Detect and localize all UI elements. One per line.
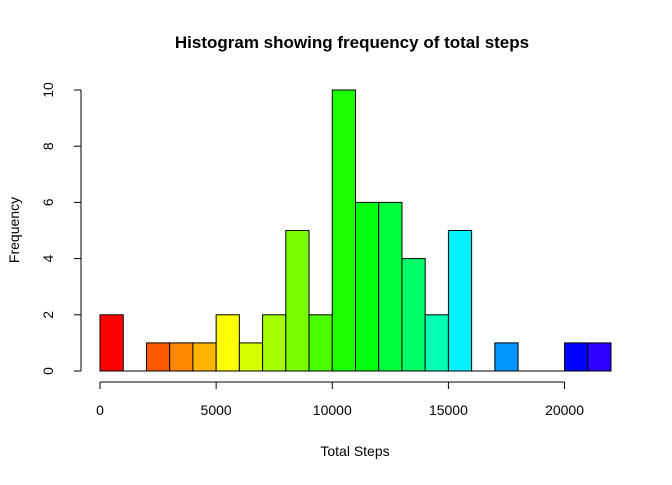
y-tick-label: 4	[40, 254, 56, 262]
x-tick-label: 0	[96, 402, 104, 418]
x-tick-label: 10000	[313, 402, 352, 418]
y-tick-label: 0	[40, 367, 56, 375]
x-tick-label: 15000	[429, 402, 468, 418]
histogram-bar	[356, 202, 379, 371]
histogram-bar	[425, 315, 448, 371]
histogram-bar	[588, 343, 611, 371]
histogram-bar	[100, 315, 123, 371]
histogram-bar	[565, 343, 588, 371]
histogram-bar	[402, 259, 425, 371]
histogram-bar	[448, 231, 471, 372]
x-tick-label: 5000	[201, 402, 232, 418]
x-axis-label: Total Steps	[320, 443, 389, 459]
histogram-bar	[309, 315, 332, 371]
chart-title: Histogram showing frequency of total ste…	[175, 33, 529, 52]
histogram-bar	[286, 231, 309, 372]
histogram-bar	[495, 343, 518, 371]
histogram-bar	[146, 343, 169, 371]
y-tick-label: 6	[40, 198, 56, 206]
histogram-bar	[379, 202, 402, 371]
y-tick-label: 8	[40, 142, 56, 150]
x-axis: 0 5000 10000 15000 20000	[96, 382, 584, 418]
bars-layer	[100, 90, 611, 371]
histogram-bar	[193, 343, 216, 371]
histogram-bar	[332, 90, 355, 371]
y-tick-label: 2	[40, 311, 56, 319]
histogram-bar	[216, 315, 239, 371]
histogram-bar	[239, 343, 262, 371]
y-axis: 0 2 4 6 8 10	[40, 82, 81, 375]
y-axis-label: Frequency	[6, 197, 22, 263]
y-tick-label: 10	[40, 82, 56, 98]
histogram-bar	[170, 343, 193, 371]
histogram-bar	[263, 315, 286, 371]
x-tick-label: 20000	[545, 402, 584, 418]
